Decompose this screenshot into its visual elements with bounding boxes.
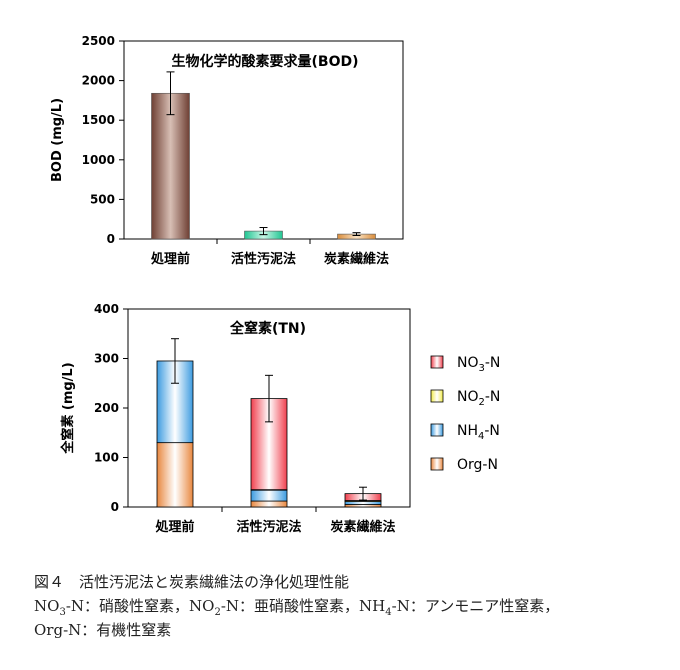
bar-segment [156, 442, 194, 508]
category-label: 炭素繊維法 [324, 251, 389, 267]
y-tick-label: 0 [107, 232, 115, 246]
category-label: 処理前 [154, 519, 194, 535]
y-tick-label: 1000 [82, 153, 115, 167]
y-tick-label: 2000 [82, 74, 115, 88]
y-tick-label: 2500 [82, 34, 115, 48]
abbreviation-note: NO3-N：硝酸性窒素，NO2-N：亜硝酸性窒素，NH4-N：アンモニア性窒素， [34, 595, 559, 618]
legend-swatch [430, 423, 444, 437]
bar-segment [344, 501, 382, 505]
legend-swatch [430, 355, 444, 369]
chart-title: 全窒素(TN) [229, 320, 306, 337]
y-tick-label: 100 [94, 451, 119, 465]
bar [151, 92, 190, 240]
y-tick-label: 0 [111, 500, 119, 514]
category-label: 活性汚泥法 [236, 519, 301, 535]
legend-label: NO3-N [457, 355, 500, 374]
y-tick-label: 300 [94, 352, 119, 366]
legend: NO3-N NO2-N NH4-N Org-N [430, 355, 500, 473]
bar-segment [250, 489, 288, 502]
y-tick-label: 200 [94, 401, 119, 415]
legend-label: NH4-N [457, 423, 500, 442]
abbreviation-note-2: Org-N：有機性窒素 [34, 621, 172, 639]
figure-caption: 図４ 活性汚泥法と炭素繊維法の浄化処理性能 [34, 573, 350, 591]
category-label: 炭素繊維法 [330, 519, 395, 535]
y-tick-label: 400 [94, 302, 119, 316]
y-axis-label: BOD (mg/L) [50, 98, 65, 182]
category-label: 処理前 [150, 251, 190, 267]
legend-swatch [430, 457, 444, 471]
tn-chart: 全窒素(TN) 全窒素 (mg/L) 0 100 200 300 400 処理前 活性汚泥… [60, 302, 500, 535]
legend-label: Org-N [457, 457, 498, 473]
bar-segment [250, 500, 288, 508]
y-tick-label: 500 [90, 192, 115, 206]
legend-swatch [430, 389, 444, 403]
bod-chart: 生物化学的酸素要求量(BOD) BOD (mg/L) 0 500 1000 1500 2… [50, 34, 404, 267]
chart-title: 生物化学的酸素要求量(BOD) [172, 53, 359, 70]
category-label: 活性汚泥法 [231, 251, 296, 267]
y-axis-label: 全窒素 (mg/L) [60, 362, 76, 454]
note-text: NO3-N：硝酸性窒素，NO2-N：亜硝酸性窒素，NH4-N：アンモニア性窒素， [34, 597, 560, 618]
legend-label: NO2-N [457, 389, 500, 408]
y-tick-label: 1500 [82, 113, 115, 127]
